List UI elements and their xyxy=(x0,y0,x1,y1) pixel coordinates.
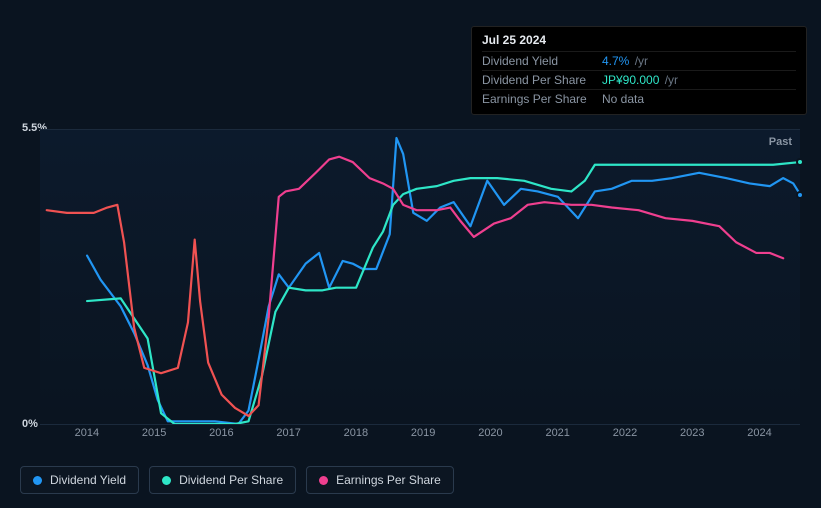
tooltip-row: Dividend Yield4.7% /yr xyxy=(482,51,796,70)
x-axis: 2014 2015 2016 2017 2018 2019 2020 2021 2022 2023… xyxy=(60,427,820,447)
series-line-dividend_per_share xyxy=(87,162,800,424)
legend-item-dividend_yield[interactable]: Dividend Yield xyxy=(20,466,139,494)
series-line-earnings_per_share-0 xyxy=(47,205,269,416)
x-tick-label: 2015 xyxy=(142,427,166,439)
legend-swatch-icon xyxy=(319,476,328,485)
past-label: Past xyxy=(769,136,792,148)
series-end-dot-dividend_yield xyxy=(796,191,804,199)
tooltip-row-value: JP¥90.000 /yr xyxy=(602,73,678,87)
tooltip-row-value: No data xyxy=(602,92,644,106)
tooltip-row: Dividend Per ShareJP¥90.000 /yr xyxy=(482,70,796,89)
legend-label: Dividend Yield xyxy=(50,473,126,487)
x-tick-label: 2016 xyxy=(209,427,233,439)
x-tick-label: 2020 xyxy=(478,427,502,439)
plot-area[interactable]: Past xyxy=(40,129,800,425)
legend-label: Dividend Per Share xyxy=(179,473,283,487)
tooltip-row-label: Dividend Per Share xyxy=(482,73,602,87)
legend-item-dividend_per_share[interactable]: Dividend Per Share xyxy=(149,466,296,494)
tooltip-date: Jul 25 2024 xyxy=(482,33,796,47)
series-line-dividend_yield xyxy=(87,138,800,424)
tooltip: Jul 25 2024 Dividend Yield4.7% /yrDivide… xyxy=(471,26,807,115)
series-end-dot-dividend_per_share xyxy=(796,158,804,166)
x-tick-label: 2017 xyxy=(276,427,300,439)
tooltip-row-label: Earnings Per Share xyxy=(482,92,602,106)
x-tick-label: 2019 xyxy=(411,427,435,439)
legend-swatch-icon xyxy=(33,476,42,485)
chart-container: Jul 25 2024 Dividend Yield4.7% /yrDivide… xyxy=(0,0,821,508)
tooltip-row: Earnings Per ShareNo data xyxy=(482,89,796,108)
legend: Dividend Yield Dividend Per Share Earnings… xyxy=(20,466,454,494)
line-svg xyxy=(40,130,800,424)
x-tick-label: 2014 xyxy=(75,427,99,439)
x-tick-label: 2021 xyxy=(545,427,569,439)
legend-swatch-icon xyxy=(162,476,171,485)
tooltip-row-label: Dividend Yield xyxy=(482,54,602,68)
y-tick-label: 0% xyxy=(22,418,38,430)
x-tick-label: 2024 xyxy=(747,427,771,439)
legend-item-earnings_per_share[interactable]: Earnings Per Share xyxy=(306,466,454,494)
x-tick-label: 2023 xyxy=(680,427,704,439)
tooltip-row-value: 4.7% /yr xyxy=(602,54,648,68)
x-tick-label: 2022 xyxy=(613,427,637,439)
legend-label: Earnings Per Share xyxy=(336,473,441,487)
chart-area: 5.5%0% Past 2014201520162017201820192020… xyxy=(20,109,806,425)
x-tick-label: 2018 xyxy=(344,427,368,439)
